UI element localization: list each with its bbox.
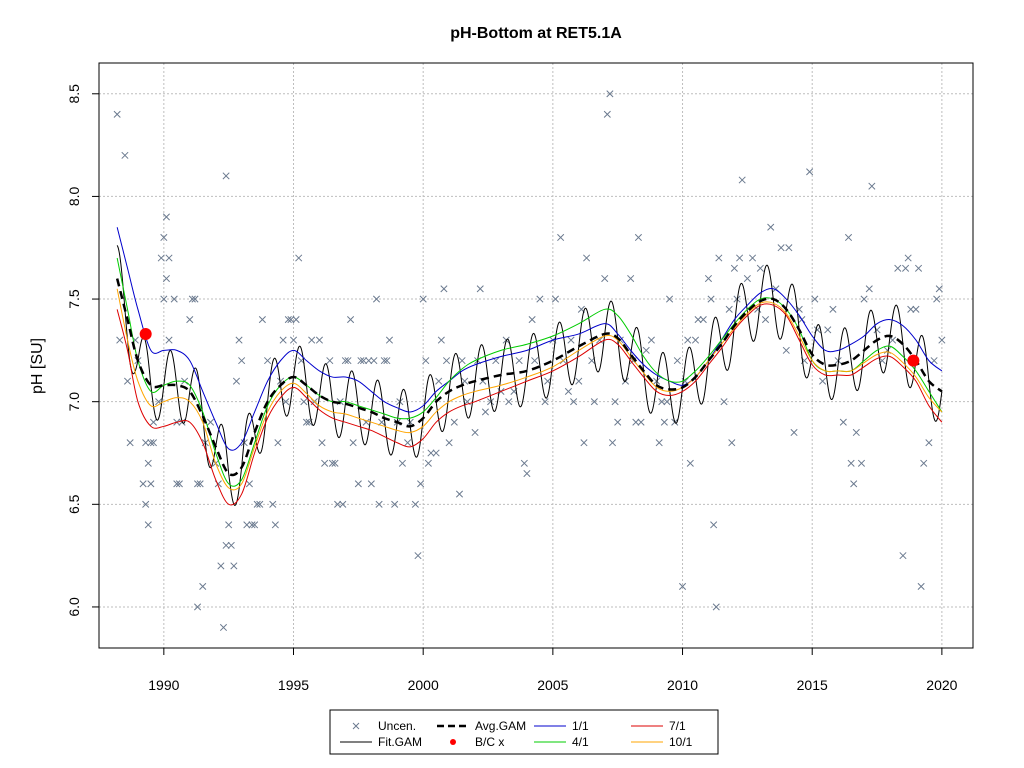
- y-axis-label: pH [SU]: [29, 338, 46, 394]
- y-tick-label: 6.0: [66, 597, 82, 617]
- x-tick-label: 2000: [408, 677, 439, 693]
- x-tick-label: 1995: [278, 677, 309, 693]
- legend-symbol: [450, 739, 456, 745]
- legend-label: Uncen.: [378, 719, 416, 733]
- x-tick-label: 1990: [148, 677, 179, 693]
- x-tick-label: 2020: [926, 677, 957, 693]
- legend-label: 1/1: [572, 719, 589, 733]
- legend-label: 4/1: [572, 735, 589, 749]
- bc-point: [907, 355, 919, 367]
- y-tick-label: 6.5: [66, 494, 82, 514]
- y-tick-label: 8.5: [66, 84, 82, 104]
- x-tick-label: 2015: [797, 677, 828, 693]
- legend-label: 7/1: [669, 719, 686, 733]
- legend-label: Avg.GAM: [475, 719, 526, 733]
- chart-title: pH-Bottom at RET5.1A: [450, 25, 622, 42]
- legend: Uncen. Fit.GAM Avg.GAM B/C x 1/1 4/1 7/1 10/1: [330, 710, 718, 754]
- legend-label: Fit.GAM: [378, 735, 422, 749]
- bc-point: [140, 328, 152, 340]
- legend-label: B/C x: [475, 735, 504, 749]
- legend-label: 10/1: [669, 735, 693, 749]
- y-tick-label: 8.0: [66, 186, 82, 206]
- y-tick-label: 7.0: [66, 392, 82, 412]
- y-tick-label: 7.5: [66, 289, 82, 309]
- x-tick-label: 2005: [537, 677, 568, 693]
- x-tick-label: 2010: [667, 677, 698, 693]
